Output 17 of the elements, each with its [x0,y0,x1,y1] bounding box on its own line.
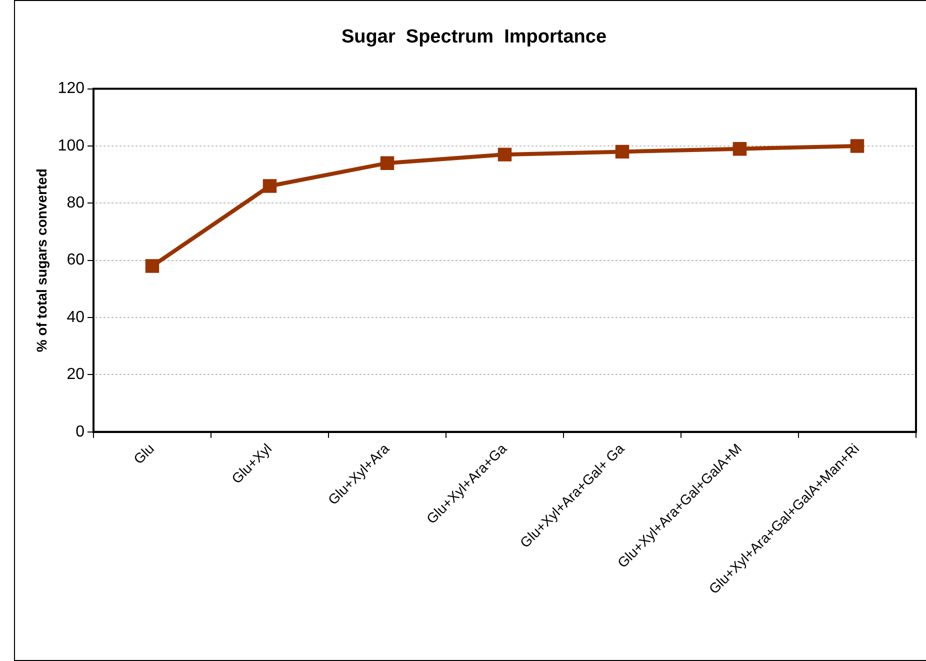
point [615,144,630,159]
chart-title: Sugar Spectrum Importance [341,26,607,48]
x-tick-label: Glu [130,440,158,468]
y-tick-label: 120 [58,80,85,98]
y-axis-title: % of total sugars converted [33,168,50,352]
point [145,259,160,273]
y-tick-label: 80 [66,194,85,212]
y-tick-label: 0 [76,423,85,440]
y-tick-label: 60 [66,252,85,269]
point [380,156,394,170]
point [732,142,747,156]
point [262,179,277,193]
point [498,148,512,162]
y-tick-label: 40 [66,308,85,326]
y-tick-label: 100 [58,137,85,154]
point [850,139,864,153]
y-tick-label: 20 [66,366,85,384]
